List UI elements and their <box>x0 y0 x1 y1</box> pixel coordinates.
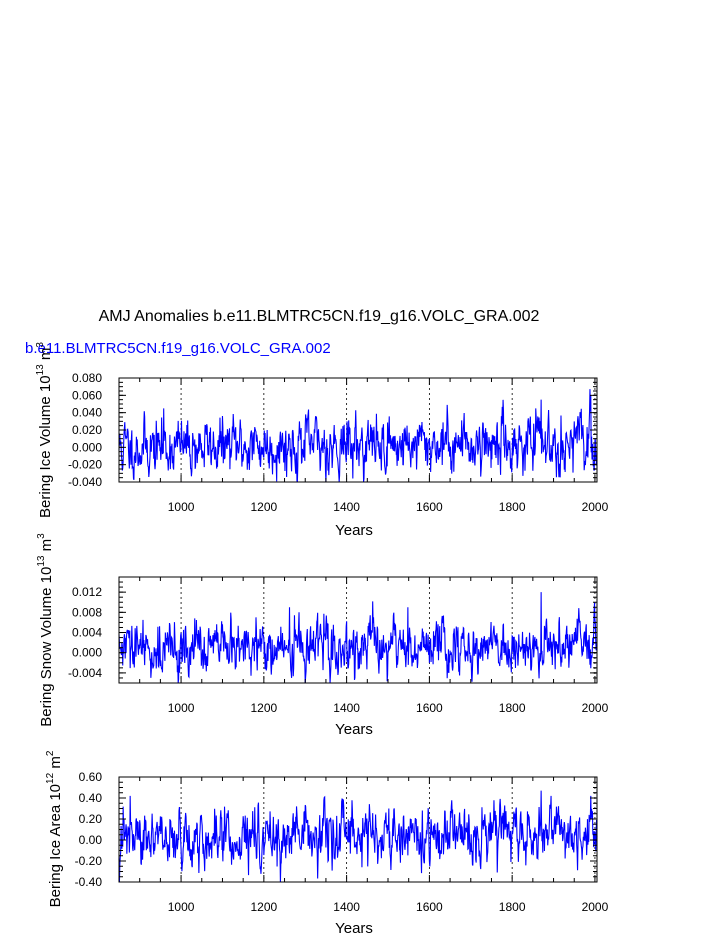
panel-1: 1000 1200 1400 1600 1800 2000 -0.040 -0.020 0.00… <box>35 342 609 539</box>
y-tick-label: -0.40 <box>75 875 103 889</box>
x-tick-label: 2000 <box>582 900 609 914</box>
series-line-3 <box>118 790 598 883</box>
y-tick-label: 0.60 <box>79 770 103 784</box>
y-tick-label: 0.080 <box>72 371 102 385</box>
panel-3: 1000 1200 1400 1600 1800 2000 -0.40 -0.20 0.00 0.… <box>45 750 609 935</box>
y-tick-label: 0.020 <box>72 423 102 437</box>
y-tick-label: 0.012 <box>72 585 102 599</box>
y-tick-label: 0.060 <box>72 388 102 402</box>
x-tick-label: 2000 <box>582 701 609 715</box>
y-tick-label: -0.040 <box>68 475 102 489</box>
x-tick-label: 1400 <box>333 500 360 514</box>
x-axis-label: Years <box>335 721 373 738</box>
y-tick-label: -0.020 <box>68 458 102 472</box>
plot-frame <box>118 576 598 684</box>
x-tick-label: 2000 <box>582 500 609 514</box>
x-tick-label: 1600 <box>416 900 443 914</box>
y-axis-label: Bering Snow Volume 1013 m3 <box>36 533 55 727</box>
y-tick-label: 0.000 <box>72 440 102 454</box>
x-axis-label: Years <box>335 920 373 935</box>
figure-title: AMJ Anomalies b.e11.BLMTRC5CN.f19_g16.VO… <box>99 308 540 325</box>
y-axis-label: Bering Ice Volume 1013 m3 <box>35 342 54 518</box>
x-tick-label: 1200 <box>250 900 277 914</box>
x-tick-label: 1000 <box>168 900 195 914</box>
x-axis-label: Years <box>335 522 373 539</box>
y-tick-label: 0.008 <box>72 605 102 619</box>
y-tick-label: 0.000 <box>72 646 102 660</box>
panel-2: 1000 1200 1400 1600 1800 2000 -0.004 0.000 0.004… <box>36 533 609 738</box>
figure-subtitle: b.e11.BLMTRC5CN.f19_g16.VOLC_GRA.002 <box>25 340 331 357</box>
x-tick-label: 1400 <box>333 701 360 715</box>
y-axis-label: Bering Ice Area 1012 m2 <box>45 750 64 907</box>
y-tick-label: 0.00 <box>79 833 103 847</box>
x-tick-label: 1400 <box>333 900 360 914</box>
x-tick-label: 1800 <box>499 500 526 514</box>
x-tick-label: 1600 <box>416 701 443 715</box>
y-tick-label: -0.20 <box>75 854 103 868</box>
x-tick-label: 1800 <box>499 900 526 914</box>
series-line-2 <box>118 592 598 684</box>
x-tick-label: 1200 <box>250 701 277 715</box>
x-tick-label: 1000 <box>168 701 195 715</box>
y-tick-label: 0.004 <box>72 626 102 640</box>
x-tick-label: 1800 <box>499 701 526 715</box>
y-tick-label: 0.40 <box>79 791 103 805</box>
y-tick-label: -0.004 <box>68 666 102 680</box>
y-tick-label: 0.040 <box>72 406 102 420</box>
series-line-1 <box>118 389 598 483</box>
y-tick-label: 0.20 <box>79 812 103 826</box>
x-tick-label: 1600 <box>416 500 443 514</box>
x-tick-label: 1000 <box>168 500 195 514</box>
x-tick-label: 1200 <box>250 500 277 514</box>
